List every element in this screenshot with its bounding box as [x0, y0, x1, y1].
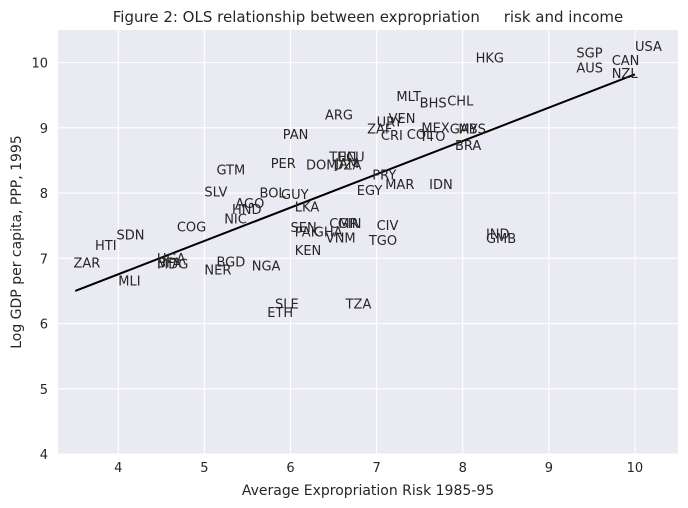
- point-label-hnd: HND: [232, 203, 262, 218]
- point-label-guy: GUY: [281, 188, 309, 203]
- point-label-uga: UGA: [157, 252, 186, 267]
- point-label-aus: AUS: [576, 61, 603, 76]
- point-label-ven: VEN: [389, 112, 416, 127]
- point-label-tgo: TGO: [368, 234, 397, 249]
- ols-fit-line: [74, 73, 636, 292]
- point-label-sen: SEN: [291, 221, 317, 236]
- y-tick-label: 7: [40, 252, 48, 267]
- point-label-cri: CRI: [381, 129, 403, 144]
- x-tick-label: 9: [545, 461, 553, 476]
- point-label-egy: EGY: [357, 184, 383, 199]
- point-label-cog: COG: [177, 220, 206, 235]
- y-axis-label: Log GDP per capita, PPP, 1995: [9, 135, 25, 349]
- x-tick-label: 6: [286, 461, 294, 476]
- point-label-per: PER: [271, 157, 296, 172]
- point-label-mdg: MDG: [157, 258, 188, 273]
- point-label-ken: KEN: [295, 244, 321, 259]
- point-label-mar: MAR: [385, 178, 414, 193]
- point-label-dza: DZA: [334, 159, 362, 174]
- x-tick-label: 10: [627, 461, 644, 476]
- point-label-sdn: SDN: [117, 228, 145, 243]
- point-label-nic: NIC: [224, 213, 247, 228]
- point-label-chl: CHL: [447, 95, 474, 110]
- point-label-usa: USA: [635, 40, 662, 55]
- plot-background: [58, 30, 678, 454]
- point-label-gtm: GTM: [216, 164, 245, 179]
- point-label-slv: SLV: [204, 185, 227, 200]
- point-label-nga: NGA: [252, 260, 281, 275]
- point-label-vnm: VNM: [326, 232, 356, 247]
- point-label-sgp: SGP: [576, 46, 602, 61]
- point-label-bgd: BGD: [216, 256, 245, 271]
- point-label-tun: TUN: [328, 151, 356, 166]
- x-tick-label: 7: [372, 461, 380, 476]
- point-label-mli: MLI: [118, 275, 140, 290]
- point-label-ner: NER: [204, 264, 231, 279]
- x-axis-ticks: 4 5 6 7 8 9 10: [114, 461, 643, 476]
- point-label-zar: ZAR: [74, 256, 101, 271]
- chart-title: Figure 2: OLS relationship between expro…: [113, 8, 623, 26]
- point-label-cmr: CMR: [329, 217, 358, 232]
- point-label-pak: PAK: [295, 226, 320, 241]
- point-label-lka: LKA: [295, 200, 320, 215]
- point-label-tza: TZA: [345, 297, 372, 312]
- point-label-gab: GAB: [450, 123, 478, 138]
- point-label-col: COL: [407, 128, 434, 143]
- y-tick-label: 4: [40, 448, 48, 463]
- point-label-jam: JAM: [334, 157, 359, 172]
- y-tick-label: 9: [40, 122, 48, 137]
- y-tick-label: 8: [40, 187, 48, 202]
- point-label-bfa: BFA: [157, 256, 181, 271]
- y-tick-label: 6: [40, 318, 48, 333]
- point-label-pan: PAN: [283, 128, 309, 143]
- point-label-hkg: HKG: [476, 52, 504, 67]
- point-label-tto: TTO: [419, 130, 446, 145]
- x-tick-label: 8: [459, 461, 467, 476]
- point-label-bhs: BHS: [420, 97, 447, 112]
- point-label-bol: BOL: [260, 187, 287, 202]
- point-label-pry: PRY: [372, 168, 396, 183]
- point-label-ind: IND: [486, 228, 510, 243]
- point-label-gmb: GMB: [486, 232, 516, 247]
- point-label-can: CAN: [612, 54, 640, 69]
- point-label-civ: CIV: [377, 219, 399, 234]
- point-label-mlt: MLT: [396, 90, 421, 105]
- point-label-ecu: ECU: [338, 151, 365, 166]
- y-axis-ticks: 4 5 6 7 8 9 10: [31, 57, 48, 463]
- point-label-bra: BRA: [455, 139, 481, 154]
- point-label-dom: DOM: [306, 159, 337, 174]
- point-label-sle: SLE: [275, 297, 299, 312]
- y-tick-label: 5: [40, 383, 48, 398]
- point-label-gin: GIN: [338, 217, 362, 232]
- point-label-zaf: ZAF: [367, 123, 392, 138]
- point-label-mex: MEX: [421, 121, 449, 136]
- fit-line-layer: [74, 73, 636, 292]
- grid: [58, 30, 678, 455]
- point-label-gha: GHA: [314, 226, 343, 241]
- x-tick-label: 5: [200, 461, 208, 476]
- point-label-ago: AGO: [235, 197, 264, 212]
- point-label-eth: ETH: [267, 306, 293, 321]
- point-label-idn: IDN: [429, 178, 453, 193]
- point-label-nzl: NZL: [612, 67, 639, 82]
- x-axis-label: Average Expropriation Risk 1985-95: [242, 483, 494, 499]
- point-label-mys: MYS: [458, 123, 485, 138]
- y-tick-label: 10: [31, 57, 48, 72]
- point-label-ury: URY: [377, 115, 403, 130]
- point-label-hti: HTI: [95, 239, 117, 254]
- point-label-arg: ARG: [325, 108, 353, 123]
- x-tick-label: 4: [114, 461, 122, 476]
